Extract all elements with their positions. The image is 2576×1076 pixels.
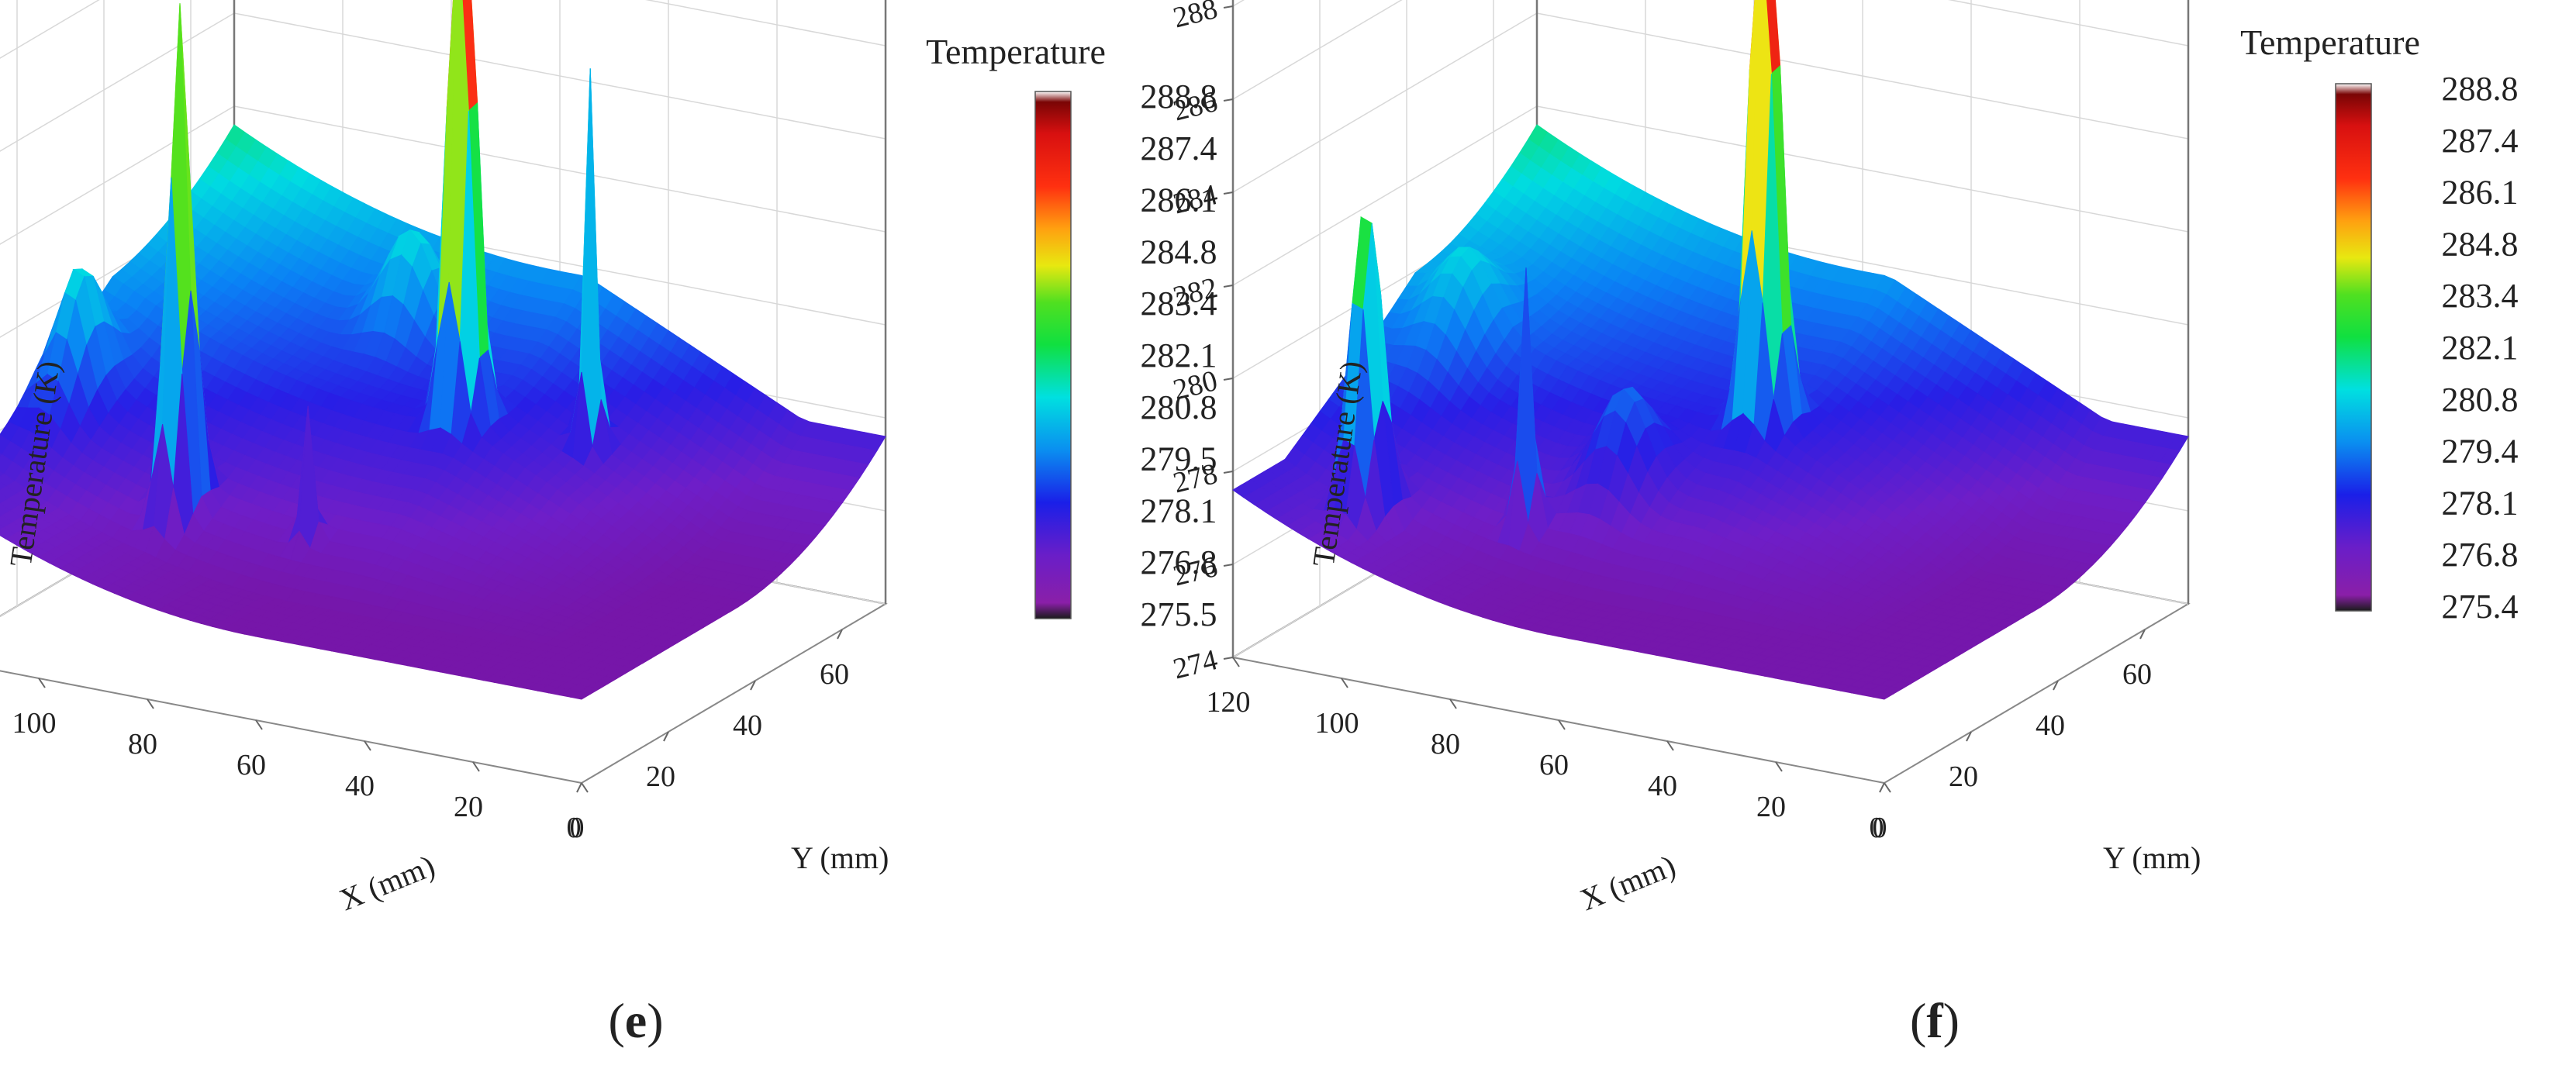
colorbar-tick-label: 284.8 <box>1141 233 1217 271</box>
colorbar-tick-label: 276.8 <box>2442 536 2519 574</box>
gridline <box>0 12 235 152</box>
x-tick-label: 20 <box>454 791 483 823</box>
colorbar-tick-label: 282.1 <box>2442 329 2519 367</box>
colorbar-e: Temperature 288.8287.4286.1284.8283.4282… <box>926 32 1217 633</box>
y-tick-label: 20 <box>1949 760 1978 793</box>
z-tick-mark <box>1223 98 1234 102</box>
y-tick-mark <box>576 782 582 793</box>
x-axis-label-e: X (mm) <box>335 848 440 918</box>
colorbar-tick-label: 280.8 <box>2442 381 2519 419</box>
x-tick-label: 100 <box>1315 707 1359 740</box>
colorbar-tick-label: 279.4 <box>2442 433 2519 471</box>
gridline <box>0 0 100 59</box>
colorbar-f: Temperature 288.8 287.4 286.1 284.8 283.4 282… <box>2240 22 2518 626</box>
z-tick-mark <box>1223 191 1234 195</box>
colorbar-tick-label: 275.5 <box>1141 595 1217 633</box>
y-tick-label: 60 <box>820 658 849 691</box>
z-tick-mark <box>1223 564 1234 567</box>
z-tick-mark <box>1223 5 1234 9</box>
colorbar-tick-label: 288.8 <box>2442 70 2519 108</box>
z-tick-mark <box>1223 471 1234 474</box>
z-tick-mark <box>1223 285 1234 288</box>
x-tick-mark <box>581 782 589 793</box>
colorbar-tick-label: 275.4 <box>2442 588 2519 626</box>
y-tick-label: 60 <box>2122 658 2152 691</box>
z-tick-label: 288 <box>1170 0 1221 35</box>
temperature-surface-e <box>0 0 886 700</box>
colorbar-ticks-f: 288.8 287.4 286.1 284.8 283.4 282.1 280.8 279.4… <box>2442 70 2519 626</box>
y-axis-label-e: Y (mm) <box>791 840 889 875</box>
colorbar-tick-label: 278.1 <box>2442 484 2519 522</box>
x-tick-label: 20 <box>1756 791 1786 823</box>
y-tick-label: 0 <box>1870 812 1884 844</box>
colorbar-tick-label: 284.8 <box>2442 225 2519 263</box>
x-tick-label: 40 <box>345 770 375 802</box>
x-tick-label: 100 <box>12 707 57 740</box>
x-tick-label: 60 <box>1539 749 1569 781</box>
y-tick-mark <box>1879 782 1885 793</box>
x-tick-label: 40 <box>1648 770 1677 802</box>
z-tick-mark <box>1223 657 1234 660</box>
z-tick-label: 274 <box>1170 643 1221 686</box>
x-axis-label-f: X (mm) <box>1576 848 1680 918</box>
colorbar-tick-label: 286.1 <box>2442 174 2519 212</box>
y-tick-label: 20 <box>646 760 675 793</box>
colorbar-gradient-f <box>2335 83 2372 612</box>
colorbar-title-f: Temperature <box>2240 22 2420 62</box>
colorbar-title-e: Temperature <box>926 32 1106 71</box>
y-tick-label: 0 <box>567 812 582 844</box>
panel-label-f: (f) <box>1910 993 1960 1048</box>
y-tick-label: 40 <box>733 709 762 742</box>
y-axis-label-f: Y (mm) <box>2103 840 2201 875</box>
y-tick-label: 40 <box>2036 709 2065 742</box>
z-tick-mark <box>1223 378 1234 381</box>
x-tick-label: 80 <box>1431 728 1460 760</box>
x-tick-mark <box>1884 782 1891 793</box>
x-tick-label: 120 <box>1207 686 1251 719</box>
colorbar-gradient-e <box>1034 91 1072 619</box>
colorbar-tick-label: 287.4 <box>2442 122 2519 160</box>
panel-label-e: (e) <box>608 993 663 1048</box>
colorbar-ticks-e: 288.8287.4286.1284.8283.4282.1280.8279.5… <box>1141 78 1217 633</box>
x-tick-label: 60 <box>237 749 266 781</box>
colorbar-tick-label: 283.4 <box>2442 277 2519 315</box>
x-tick-label: 80 <box>128 728 157 760</box>
colorbar-tick-label: 287.4 <box>1141 129 1217 167</box>
